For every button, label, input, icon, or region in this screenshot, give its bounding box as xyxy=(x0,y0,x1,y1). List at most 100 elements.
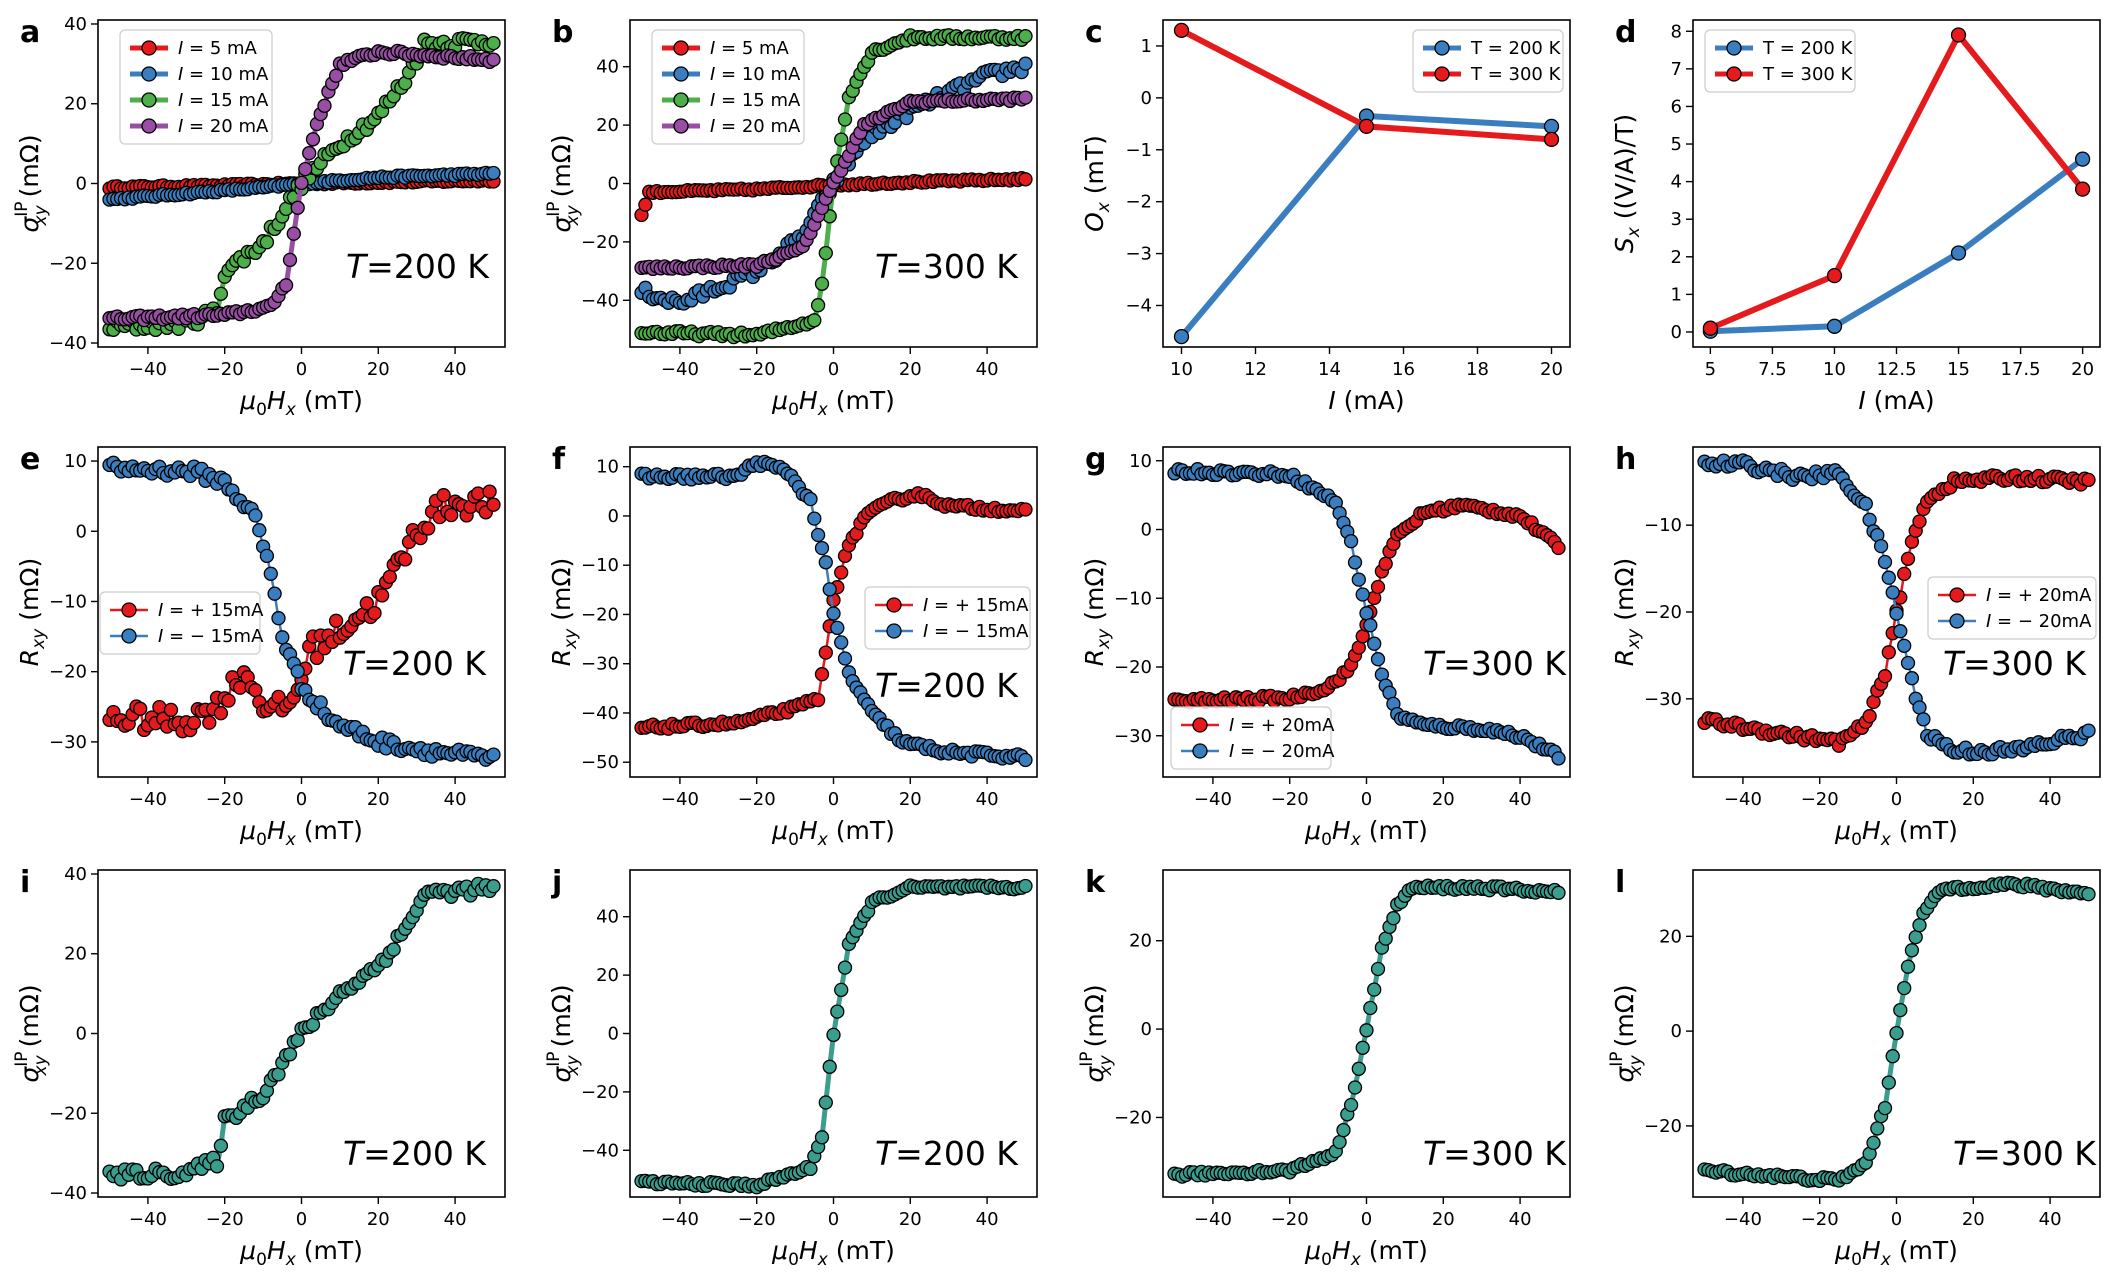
data-point xyxy=(267,586,282,601)
data-point xyxy=(814,276,830,291)
data-point xyxy=(436,488,451,503)
y-tick-label: 5 xyxy=(1671,134,1682,155)
data-point xyxy=(278,278,294,293)
temperature-label: T=200 K xyxy=(343,1134,487,1173)
x-tick-label: 14 xyxy=(1318,359,1341,380)
legend-marker xyxy=(1434,40,1450,56)
data-point xyxy=(1363,618,1378,633)
data-point xyxy=(486,52,501,67)
data-point xyxy=(1347,555,1363,570)
data-point xyxy=(271,689,286,705)
data-point xyxy=(328,613,344,628)
legend-marker xyxy=(1192,743,1208,759)
data-point xyxy=(486,35,501,51)
y-tick-label: 10 xyxy=(64,451,87,472)
data-point xyxy=(830,1004,845,1019)
y-tick-label: −30 xyxy=(1644,689,1682,710)
x-tick-label: 18 xyxy=(1466,359,1489,380)
y-tick-label: 40 xyxy=(64,14,87,35)
data-point xyxy=(252,523,267,538)
y-tick-label: 10 xyxy=(596,457,619,478)
series-line xyxy=(1179,113,1552,339)
data-point xyxy=(374,588,390,603)
data-point xyxy=(1881,1075,1896,1090)
data-point xyxy=(2074,151,2091,167)
x-tick-label: 40 xyxy=(976,359,999,380)
data-point xyxy=(826,606,841,621)
data-point xyxy=(294,175,309,191)
x-tick-label: 40 xyxy=(2039,789,2062,810)
data-point xyxy=(398,552,413,567)
data-point xyxy=(1885,585,1900,600)
x-tick-label: 20 xyxy=(1540,359,1563,380)
x-tick-label: 20 xyxy=(899,1209,922,1230)
temperature-label: T=300 K xyxy=(1423,1134,1567,1173)
data-point xyxy=(202,715,217,730)
data-point xyxy=(814,1130,830,1145)
data-point xyxy=(818,1095,833,1110)
y-tick-label: 20 xyxy=(596,965,619,986)
x-tick-label: −20 xyxy=(206,359,244,380)
data-point xyxy=(1826,318,1843,334)
axes-frame xyxy=(1162,19,1571,348)
data-point xyxy=(486,497,501,512)
y-tick-label: 0 xyxy=(76,1024,87,1045)
legend-label: I = 20 mA xyxy=(178,116,269,137)
legend-marker xyxy=(1949,613,1965,629)
panel-letter: k xyxy=(1085,865,1106,900)
data-point xyxy=(1862,709,1877,724)
legend-label: I = 5 mA xyxy=(710,38,790,59)
data-point xyxy=(2081,472,2096,488)
legend-box xyxy=(1170,706,1332,770)
x-tick-label: 0 xyxy=(1891,1209,1902,1230)
legend-marker xyxy=(673,92,689,108)
data-point xyxy=(1950,27,1967,43)
x-tick-label: 17.5 xyxy=(2001,359,2041,380)
data-point xyxy=(1343,534,1359,549)
x-tick-label: −40 xyxy=(1194,1209,1232,1230)
data-point xyxy=(1336,1122,1351,1138)
panel-f: f −40 −20 0 20 40 −50 −40 −30 −20 −10 0 10 μ0Hx (mT) R… xyxy=(547,442,1038,850)
data-point xyxy=(386,942,401,957)
y-tick-label: 20 xyxy=(1129,931,1152,952)
plot-area xyxy=(102,876,501,1187)
x-axis-label: μ0Hx (mT) xyxy=(771,1236,895,1270)
legend-label: I = 15 mA xyxy=(178,90,269,111)
plot-area xyxy=(102,31,501,338)
y-tick-label: −20 xyxy=(49,253,87,274)
y-tick-label: 0 xyxy=(608,506,619,527)
data-point xyxy=(1873,538,1889,554)
y-tick-label: 2 xyxy=(1671,247,1682,268)
legend-marker xyxy=(121,628,137,644)
temperature-label: T=300 K xyxy=(1943,644,2087,683)
data-point xyxy=(444,507,459,523)
x-tick-label: 15 xyxy=(1947,359,1970,380)
y-tick-label: 0 xyxy=(76,521,87,542)
plot-area xyxy=(634,28,1033,345)
legend-marker xyxy=(141,118,157,134)
x-tick-label: 12 xyxy=(1244,359,1267,380)
legend-label: T = 200 K xyxy=(1762,38,1854,59)
x-tick-label: 20 xyxy=(1432,789,1455,810)
data-point xyxy=(259,235,275,250)
legend-label: I = − 15mA xyxy=(158,626,264,647)
data-point xyxy=(1893,624,1908,639)
y-tick-label: −20 xyxy=(49,1103,87,1124)
temperature-label: T=200 K xyxy=(875,666,1019,705)
x-tick-label: −20 xyxy=(738,359,776,380)
data-point xyxy=(1900,551,1916,566)
panel-letter: a xyxy=(20,15,40,50)
x-axis-label: μ0Hx (mT) xyxy=(1834,1236,1958,1270)
data-point xyxy=(421,521,436,536)
data-point xyxy=(1551,540,1566,556)
y-tick-label: 3 xyxy=(1671,209,1682,230)
x-axis-label: μ0Hx (mT) xyxy=(1304,816,1428,850)
data-point xyxy=(470,486,486,501)
temperature-label: T=300 K xyxy=(1423,644,1567,683)
data-point xyxy=(282,1047,298,1062)
data-point xyxy=(271,611,286,626)
data-point xyxy=(259,548,275,564)
data-point xyxy=(1359,606,1374,621)
